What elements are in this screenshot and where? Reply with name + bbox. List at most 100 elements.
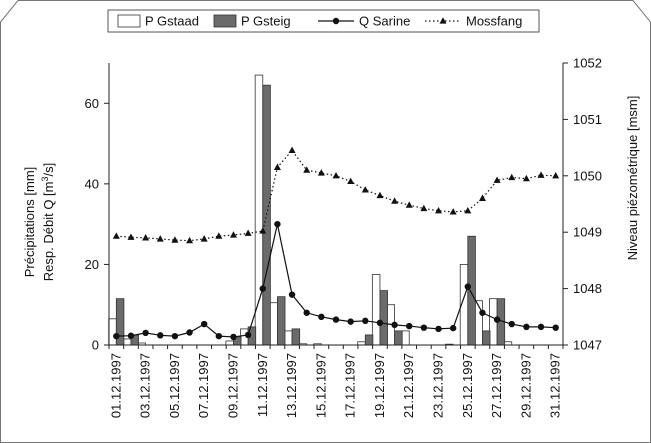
y-right-tick-label: 1052	[573, 56, 602, 71]
point-q-sarine	[288, 291, 296, 298]
point-q-sarine	[362, 317, 369, 325]
point-mossfang	[537, 171, 545, 178]
bar-p-gsteig	[262, 84, 271, 346]
bar-p-gstaad	[108, 318, 117, 346]
point-mossfang	[186, 236, 194, 244]
point-mossfang	[552, 172, 560, 179]
bar-p-gstaad	[284, 330, 293, 346]
point-q-sarine	[318, 313, 325, 320]
x-tick-label: 01.12.1997	[108, 353, 123, 418]
point-q-sarine	[157, 332, 164, 339]
x-tick-label: 09.12.1997	[225, 353, 240, 418]
point-q-sarine	[171, 332, 179, 340]
bar-p-gsteig	[379, 290, 388, 346]
point-mossfang	[332, 172, 340, 179]
legend-swatch-p-gstaad	[117, 14, 141, 28]
bar-p-gsteig	[467, 235, 476, 346]
point-mossfang	[508, 173, 516, 181]
x-tick-label: 15.12.1997	[313, 353, 328, 418]
point-q-sarine	[464, 283, 472, 290]
x-tick-label: 11.12.1997	[255, 353, 270, 417]
point-mossfang	[391, 197, 399, 204]
point-q-sarine	[523, 323, 530, 331]
point-q-sarine	[493, 316, 501, 323]
x-tick-label: 19.12.1997	[372, 353, 387, 418]
point-mossfang	[288, 146, 296, 154]
y-left-tick-label: 0	[92, 338, 99, 353]
bar-p-gstaad	[122, 338, 132, 346]
bar-p-gsteig	[291, 328, 301, 346]
point-mossfang	[273, 163, 281, 170]
y-axis-left-title-line2-prefix: Resp. Débit Q [m	[41, 182, 56, 282]
point-mossfang	[420, 204, 428, 212]
x-tick-label: 27.12.1997	[489, 353, 504, 418]
point-mossfang	[303, 166, 311, 173]
legend-label-q-sarine: Q Sarine	[359, 14, 410, 29]
point-q-sarine	[508, 320, 515, 328]
point-mossfang	[449, 208, 457, 215]
point-q-sarine	[230, 333, 237, 341]
bar-p-gsteig	[482, 330, 491, 346]
point-mossfang	[259, 227, 267, 234]
point-mossfang	[405, 201, 413, 208]
point-mossfang	[493, 176, 501, 183]
bar-p-gstaad	[474, 300, 483, 346]
bar-p-gstaad	[254, 74, 264, 346]
point-mossfang	[435, 206, 443, 214]
point-mossfang	[317, 169, 325, 176]
y-left-tick-label: 60	[85, 96, 99, 111]
x-tick-label: 29.12.1997	[518, 353, 533, 418]
y-left-tick-label: 20	[85, 257, 99, 272]
point-q-sarine	[244, 331, 252, 339]
x-tick-label: 21.12.1997	[401, 353, 416, 418]
y-axis-left-title-line2-suffix: /s]	[41, 163, 56, 177]
point-q-sarine	[391, 321, 398, 329]
point-mossfang	[522, 174, 530, 182]
point-mossfang	[229, 231, 237, 238]
legend-swatch-p-gsteig	[213, 14, 237, 28]
point-q-sarine	[127, 332, 135, 339]
legend: P Gstaad P Gsteig Q Sarine Mossfang	[107, 9, 540, 33]
point-q-sarine	[552, 324, 559, 331]
bar-p-gsteig	[277, 296, 286, 346]
point-mossfang	[361, 186, 369, 193]
point-mossfang	[112, 232, 120, 239]
y-right-tick-label: 1049	[573, 225, 602, 240]
bar-p-gstaad	[225, 340, 234, 346]
x-tick-label: 05.12.1997	[167, 353, 182, 418]
point-mossfang	[464, 206, 472, 214]
point-q-sarine	[420, 324, 428, 331]
y-right-tick-label: 1048	[573, 281, 602, 296]
x-tick-label: 17.12.1997	[343, 353, 358, 418]
bar-p-gstaad	[401, 330, 410, 346]
point-q-sarine	[406, 322, 413, 330]
point-mossfang	[478, 194, 486, 201]
legend-marker-q-sarine	[332, 17, 340, 25]
y-right-tick-label: 1047	[573, 338, 602, 353]
legend-label-p-gsteig: P Gsteig	[241, 14, 291, 29]
point-q-sarine	[113, 332, 120, 340]
point-mossfang	[142, 234, 150, 241]
y-axis-left-title-line1: Précipitations [mm]	[22, 167, 37, 278]
point-q-sarine	[479, 309, 486, 316]
y-axis-left-title-line2-superscript: 3	[40, 177, 50, 182]
x-tick-label: 31.12.1997	[548, 353, 563, 418]
point-q-sarine	[537, 323, 545, 331]
legend-label-mossfang: Mossfang	[466, 14, 522, 29]
y-right-tick-label: 1050	[573, 168, 602, 183]
legend-marker-mossfang	[439, 17, 447, 24]
legend-label-p-gstaad: P Gstaad	[145, 14, 199, 29]
x-tick-label: 23.12.1997	[431, 353, 446, 418]
point-mossfang	[244, 229, 252, 236]
point-q-sarine	[449, 324, 457, 332]
x-tick-label: 25.12.1997	[460, 353, 475, 418]
point-q-sarine	[347, 318, 354, 325]
bar-p-gsteig	[364, 334, 374, 346]
axes-layer: 0 20 40 60 1047 1048 1049 1050 1051 1052 01.12.199…	[85, 56, 602, 419]
point-q-sarine	[376, 319, 384, 327]
point-q-sarine	[274, 220, 281, 228]
point-mossfang	[171, 236, 179, 243]
line-layer	[112, 146, 560, 341]
